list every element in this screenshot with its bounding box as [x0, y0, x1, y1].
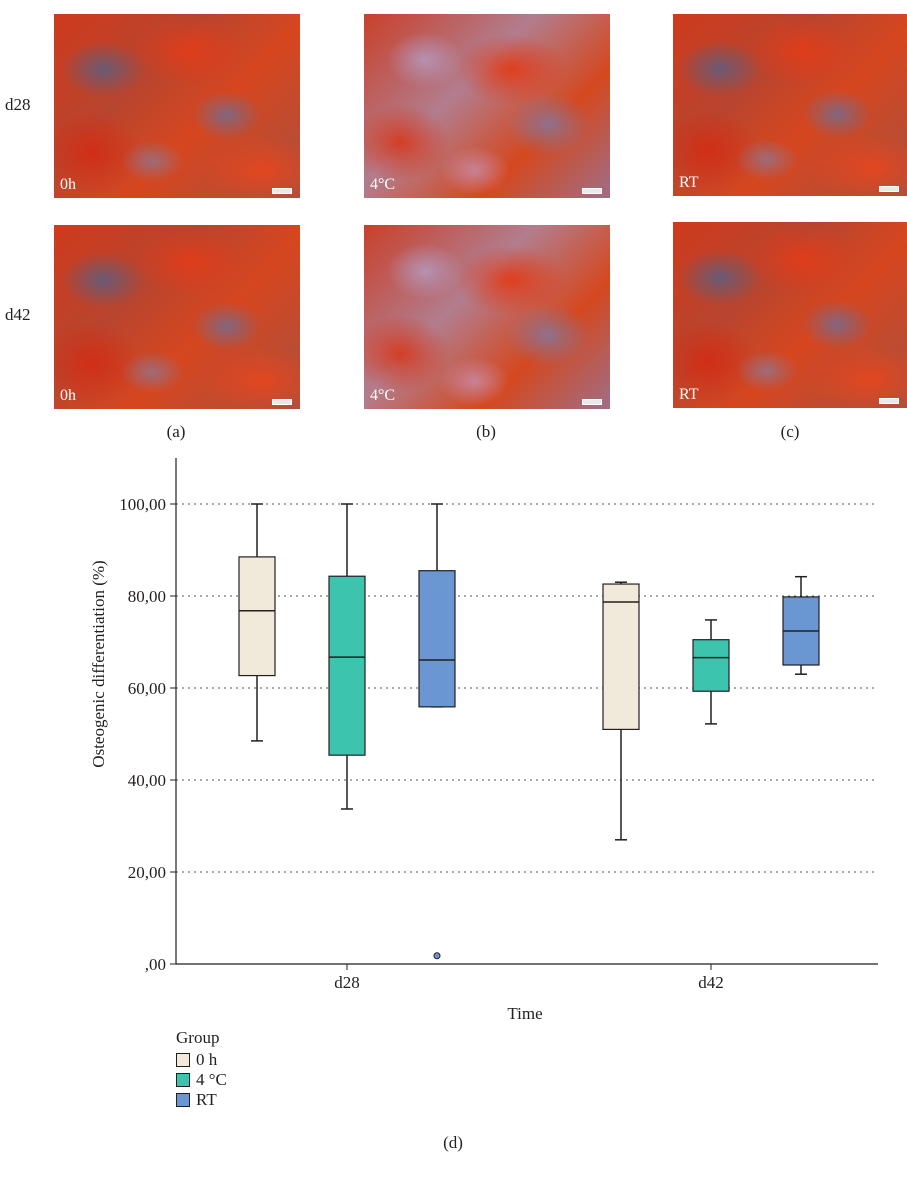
outlier-point: [433, 952, 441, 960]
legend-title: Group: [176, 1028, 220, 1047]
box-0h-d42: [602, 581, 640, 841]
y-axis-label: Osteogenic differentiation (%): [89, 560, 108, 767]
legend-label: 0 h: [196, 1050, 218, 1069]
legend-item-4c: 4 °C: [176, 1070, 227, 1090]
legend: Group 0 h 4 °C RT: [176, 1028, 227, 1110]
micrograph-label: 4°C: [370, 176, 396, 193]
scale-bar: [272, 188, 292, 194]
y-ticks: ,00 20,00 40,00 60,00 80,00 100,00: [119, 495, 176, 974]
micrograph-label: 0h: [60, 176, 76, 193]
micrograph-d28-rt: RT: [673, 14, 907, 196]
box-0h-d28: [238, 503, 276, 742]
micrograph-label: RT: [679, 174, 699, 191]
y-tick-label: 20,00: [128, 863, 166, 882]
box-iqr: [328, 575, 366, 756]
x-axis-label: Time: [507, 1004, 542, 1023]
panel-letter-a: (a): [166, 422, 186, 441]
scale-bar: [272, 399, 292, 405]
row-label-d28: d28: [5, 95, 31, 114]
y-tick-label: 80,00: [128, 587, 166, 606]
scale-bar: [879, 186, 899, 192]
box-iqr: [692, 639, 730, 692]
y-tick-label: 100,00: [119, 495, 166, 514]
micrograph-label: 0h: [60, 387, 76, 404]
box-RT-d42: [782, 575, 820, 675]
panel-letter-c: (c): [780, 422, 800, 441]
x-tick-label: d42: [698, 973, 724, 992]
box-RT-d28: [418, 503, 456, 960]
micrograph-d28-0h: 0h: [54, 14, 300, 198]
box-iqr: [418, 570, 456, 708]
y-tick-label: 60,00: [128, 679, 166, 698]
legend-item-rt: RT: [176, 1090, 227, 1110]
scale-bar: [879, 398, 899, 404]
panel-letter-d: (d): [443, 1133, 463, 1152]
row-label-d42: d42: [5, 305, 31, 324]
x-tick-label: d28: [334, 973, 360, 992]
y-tick-label: 40,00: [128, 771, 166, 790]
legend-swatch-0h: [176, 1053, 190, 1067]
x-ticks: d28 d42: [334, 964, 724, 992]
legend-label: 4 °C: [196, 1070, 227, 1089]
boxplot-chart: Osteogenic differentiation (%) Time ,00 2…: [89, 458, 878, 1023]
scale-bar: [582, 399, 602, 405]
grid-lines: [176, 503, 878, 873]
legend-swatch-4c: [176, 1073, 190, 1087]
box-4C-d42: [692, 619, 730, 725]
boxes: [238, 503, 820, 960]
y-tick-label: ,00: [145, 955, 166, 974]
legend-label: RT: [196, 1090, 217, 1109]
micrograph-d42-4c: 4°C: [364, 225, 610, 409]
panel-letter-b: (b): [476, 422, 496, 441]
micrograph-d28-4c: 4°C: [364, 14, 610, 198]
micrograph-d42-rt: RT: [673, 222, 907, 408]
box-4C-d28: [328, 503, 366, 810]
scale-bar: [582, 188, 602, 194]
legend-item-0h: 0 h: [176, 1050, 227, 1070]
micrograph-d42-0h: 0h: [54, 225, 300, 409]
box-iqr: [238, 556, 276, 677]
legend-swatch-rt: [176, 1093, 190, 1107]
box-iqr: [602, 583, 640, 730]
micrograph-label: 4°C: [370, 387, 396, 404]
micrograph-label: RT: [679, 386, 699, 403]
